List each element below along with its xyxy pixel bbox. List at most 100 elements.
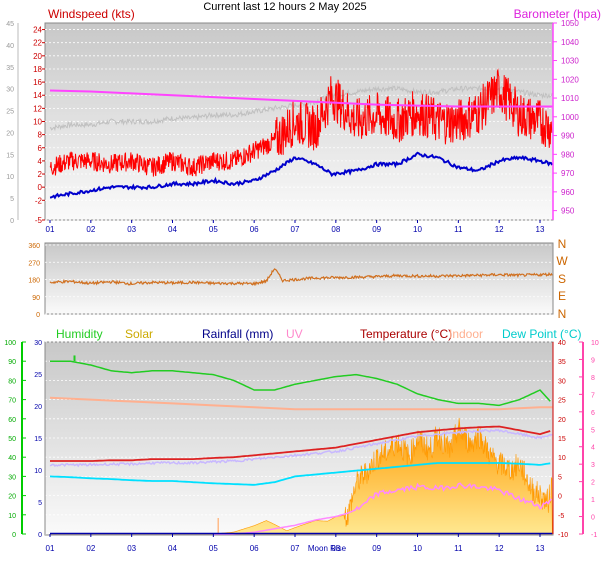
temperature-tick-label: 10 [558,455,566,462]
x-tick-label: 04 [168,225,177,234]
wind-tick-label: -2 [35,196,43,205]
humidity-line [50,360,551,407]
outer-tick-label: 45 [6,21,14,28]
barometer-tick-label: 990 [561,132,575,141]
direction-compass-label: W [556,254,568,268]
wind-tick-label: 14 [33,91,42,100]
x-tick-label: 06 [250,544,259,553]
axis-ticks: -5-2024681012141618202224051015202530354… [4,19,599,553]
outer-tick-label: 40 [6,43,14,50]
solar-tick-label: 20 [34,404,42,411]
barometer-tick-label: 970 [561,169,575,178]
legend-solar: Solar [125,327,153,341]
solar-tick-label: 10 [34,468,42,475]
temperature-tick-label: 0 [558,494,562,501]
uv-tick-label: 5 [591,427,595,434]
uv-tick-label: 8 [591,375,595,382]
wind-tick-label: 16 [33,78,42,87]
legend-humidity: Humidity [56,327,103,341]
barometer-tick-label: 1020 [561,75,579,84]
x-tick-label: 05 [209,225,218,234]
barometer-tick-label: 1050 [561,19,579,28]
x-tick-label: 02 [86,225,95,234]
x-tick-label: 03 [127,225,136,234]
barometer-tick-label: 980 [561,150,575,159]
uv-tick-label: 0 [591,515,595,522]
outer-tick-label: 15 [6,152,14,159]
temperature-tick-label: 15 [558,436,566,443]
x-tick-label: 09 [372,544,381,553]
outer-tick-label: 0 [10,218,14,225]
x-tick-label: 04 [168,544,177,553]
humidity-tick-label: 0 [12,532,16,539]
chart-marks [49,68,554,535]
x-tick-label: 11 [454,225,463,234]
temperature-tick-label: 40 [558,340,566,347]
direction-tick-label: 180 [28,278,40,285]
legend-indoor: Indoor [449,327,483,341]
humidity-tick-label: 90 [8,359,16,366]
outer-tick-label: 20 [6,130,14,137]
direction-compass-label: S [558,272,566,286]
legend-dew-point: Dew Point (°C) [502,327,581,341]
temperature-tick-label: 5 [558,474,562,481]
barometer-tick-label: 1010 [561,94,579,103]
x-tick-label: 01 [46,225,55,234]
humidity-tick-label: 100 [4,340,16,347]
x-tick-label: 05 [209,544,218,553]
uv-tick-label: 10 [591,340,599,347]
direction-tick-label: 90 [32,295,40,302]
wind-tick-label: 6 [38,144,43,153]
wind-tick-label: 2 [38,170,43,179]
x-tick-label: 01 [46,544,55,553]
wind-tick-label: 18 [33,65,42,74]
barometer-tick-label: 1000 [561,113,579,122]
humidity-tick-label: 30 [8,474,16,481]
humidity-tick-label: 20 [8,494,16,501]
legend-uv: UV [286,327,303,341]
wind-tick-label: 4 [38,157,43,166]
x-tick-label: 06 [250,225,259,234]
outer-tick-label: 5 [10,196,14,203]
wind-tick-label: 20 [33,52,42,61]
direction-tick-label: 270 [28,260,40,267]
temperature-tick-label: 25 [558,398,566,405]
temperature-tick-label: -5 [558,513,564,520]
indoor-line [49,396,553,411]
x-tick-label: 07 [291,225,300,234]
uv-tick-label: -1 [591,532,597,539]
uv-line [213,482,552,535]
solar-tick-label: 30 [34,340,42,347]
wind-tick-label: 12 [33,104,42,113]
outer-tick-label: 25 [6,109,14,116]
direction-compass-label: N [558,237,567,251]
outer-tick-label: 35 [6,65,14,72]
legend-temperature: Temperature (°C) [360,327,452,341]
x-tick-label: 07 [291,544,300,553]
wind-tick-label: 24 [33,26,42,35]
barometer-tick-label: 1040 [561,38,579,47]
temperature-tick-label: -10 [558,532,568,539]
graph-title: Current last 12 hours 2 May 2025 [203,1,366,13]
temperature-tick-label: 20 [558,417,566,424]
solar-tick-label: 0 [38,532,42,539]
moon-rise-label: Moon Rise [308,544,347,553]
wind-mean-line [49,151,554,200]
uv-tick-label: 1 [591,497,595,504]
direction-tick-label: 360 [28,243,40,250]
outer-tick-label: 30 [6,87,14,94]
humidity-tick-label: 80 [8,378,16,385]
x-tick-label: 12 [495,544,504,553]
temperature-tick-label: 30 [558,378,566,385]
outer-tick-label: 10 [6,174,14,181]
apparent-temperature-line [49,428,553,468]
x-tick-label: 08 [331,544,340,553]
uv-tick-label: 7 [591,392,595,399]
x-tick-label: 12 [495,225,504,234]
legend-rainfall: Rainfall (mm) [202,327,273,341]
temperature-tick-label: 35 [558,359,566,366]
direction-tick-label: 0 [36,312,40,319]
barometer-tick-label: 1030 [561,57,579,66]
wind-tick-label: 8 [38,131,43,140]
windspeed-axis-label: Windspeed (kts) [48,7,135,21]
